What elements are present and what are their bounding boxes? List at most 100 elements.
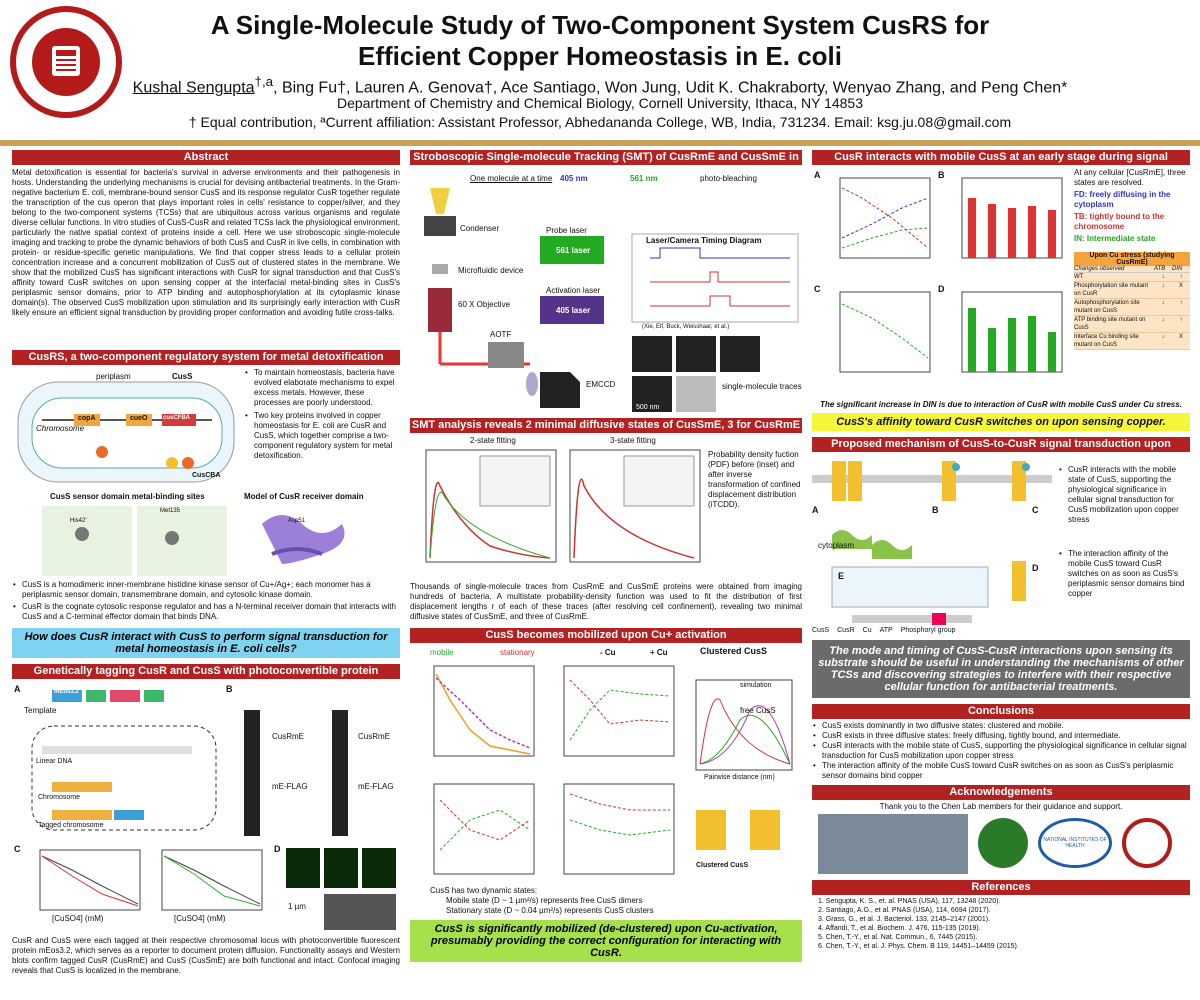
- tagging-heading: Genetically tagging CusR and CusS with p…: [12, 664, 400, 692]
- mech-panel-a: A: [812, 505, 819, 515]
- cusrs-bullet-4: CusR is the cognate cytosolic response r…: [12, 602, 400, 622]
- legend-cu: Cu: [862, 627, 872, 634]
- fit2-title: 2-state fitting: [470, 436, 516, 445]
- growth-xaxis-1: [CuSO4] (mM): [52, 914, 104, 923]
- linear-dna-label: Linear DNA: [36, 758, 73, 765]
- laser-405-box: 405 laser: [556, 306, 591, 315]
- panel-a-right: A: [814, 170, 821, 180]
- copa-gene-label: copA: [78, 415, 96, 422]
- pdf-note: Probability density fuction (PDF) before…: [708, 450, 801, 509]
- table-head-atb: ATB: [1154, 266, 1166, 272]
- residue-his42p: His42': [70, 518, 87, 524]
- ref-1: 1. Sengupta, K. S., et. al. PNAS (USA), …: [818, 898, 1001, 905]
- cueo-gene-label: cueO: [130, 415, 148, 422]
- confocal-image-1: [286, 848, 320, 888]
- microscope-diagram: [424, 188, 799, 412]
- interaction-plots: [839, 177, 1063, 373]
- header-divider: [0, 140, 1200, 146]
- conclusions-list: CusS exists dominantly in two diffusive …: [812, 721, 1190, 781]
- implications-callout: The mode and timing of CusS-CusR interac…: [812, 640, 1190, 698]
- table-cell-din: ↑: [1179, 317, 1183, 323]
- mobilization-heading: CusS becomes mobilized upon Cu+ activati…: [410, 628, 802, 643]
- nih-logo: NATIONAL INSTITUTES OF HEALTH: [1038, 818, 1112, 868]
- table-cell-atb: ↓: [1161, 274, 1165, 280]
- panel-b-label: B: [226, 684, 233, 694]
- cusrs-bullet-3: CusS is a homodimeric inner-membrane his…: [12, 580, 400, 600]
- legend-phosphoryl: Phosphoryl group: [900, 627, 956, 634]
- protein-structures: [42, 506, 345, 576]
- cell-diagram: [17, 381, 235, 483]
- laser-405-label: 405 nm: [560, 174, 588, 183]
- equal-contribution-note: † Equal contribution, ªCurrent affiliati…: [188, 114, 1012, 130]
- tagged-chromosome-label: Tagged chromosome: [38, 822, 104, 829]
- poster-header: A Single-Molecule Study of Two-Component…: [0, 0, 1200, 140]
- affiliation: Department of Chemistry and Chemical Bio…: [336, 95, 863, 111]
- tagging-caption: CusR and CusS were each tagged at their …: [12, 936, 400, 975]
- table-head-changes: Changes observed: [1074, 266, 1125, 272]
- table-row: ATP binding site mutant on CusS ↓ ↑: [1074, 316, 1190, 333]
- condenser-label: Condenser: [460, 224, 500, 233]
- pdf-histograms: [425, 449, 701, 563]
- panel-a-label: A: [14, 684, 21, 694]
- table-cell-atb: ↓: [1161, 334, 1165, 340]
- ref-4: 4. Affandi, T., et al. Biochem. J. 476, …: [818, 925, 981, 932]
- meos-label: mEos3.2: [54, 689, 79, 695]
- template-label: Template: [24, 706, 57, 715]
- conclusion-4: The interaction affinity of the mobile C…: [812, 761, 1190, 781]
- mech-panel-d: D: [1032, 563, 1039, 573]
- ack-text: Thank you to the Chen Lab members for th…: [879, 802, 1123, 811]
- table-header: Changes observed ATB DIN: [1074, 266, 1190, 273]
- legend-mobile: mobile: [430, 648, 454, 657]
- panel-c-right: C: [814, 284, 821, 294]
- table-cell-din: X: [1178, 283, 1183, 289]
- affinity-callout: CusS's affinity toward CusR switches on …: [812, 413, 1190, 431]
- ref-6: 6. Chen, T.-Y., et al. J. Phys. Chem. B …: [818, 943, 1019, 950]
- one-molecule-label: One molecule at a time: [470, 174, 553, 183]
- conclusion-2: CusR exists in three diffusive states: f…: [812, 731, 1190, 741]
- confocal-image-3: [362, 848, 396, 888]
- column-right: CusR interacts with mobile CusS at an ea…: [812, 150, 1190, 951]
- nih-text: NATIONAL INSTITUTES OF HEALTH: [1043, 837, 1107, 849]
- poster-title: A Single-Molecule Study of Two-Component…: [140, 10, 1060, 72]
- mobilization-conclusion: CusS is significantly mobilized (de-clus…: [410, 920, 802, 962]
- conclusion-1: CusS exists dominantly in two diffusive …: [812, 721, 1190, 731]
- title-line-2: Efficient Copper Homeostasis in E. coli: [358, 41, 842, 71]
- growth-confocal-panels: C [CuSO4] (mM) [CuSO4] (mM) D 1 µm: [12, 844, 400, 936]
- legend-cusr: CusR: [837, 627, 855, 634]
- confocal-image-4: [324, 894, 396, 930]
- activation-laser-label: Activation laser: [546, 286, 601, 295]
- legend-atp: ATP: [879, 627, 893, 634]
- periplasm-label: periplasm: [96, 372, 131, 381]
- legend-plus-cu: + Cu: [650, 648, 668, 657]
- cusrs-bullet-2: Two key proteins involved in copper home…: [244, 411, 400, 461]
- lab-group-photo: [818, 814, 968, 874]
- mech-panel-e: E: [838, 571, 845, 581]
- abstract-heading: Abstract: [12, 150, 400, 165]
- clustered-cuss-label: Clustered CusS: [696, 862, 749, 869]
- mobilization-figure: mobile stationary - Cu + Cu Clustered Cu…: [410, 646, 802, 886]
- scale-bar-label: 1 µm: [288, 902, 306, 911]
- recombination-diagram: [31, 690, 217, 831]
- table-cell-din: ↑: [1179, 274, 1183, 280]
- traces-label: single-molecule traces: [722, 382, 802, 391]
- states-intro: At any cellular [CusRmE], three states a…: [1074, 168, 1186, 187]
- ack-images: NATIONAL INSTITUTES OF HEALTH: [812, 814, 1190, 876]
- cornell-seal-logo: [10, 6, 122, 118]
- mech-panel-b: B: [932, 505, 939, 515]
- residue-met135: Met135: [160, 508, 181, 514]
- clustered-label: Clustered CusS: [700, 646, 768, 656]
- question-callout: How does CusR interact with CusS to perf…: [12, 628, 400, 658]
- mobile-state-item: Mobile state (D ~ 1 µm²/s) represents fr…: [446, 896, 643, 905]
- table-cell-atb: ↓: [1161, 300, 1165, 306]
- conclusion-3: CusR interacts with the mobile state of …: [812, 741, 1190, 761]
- scalebar-500nm: 500 nm: [636, 404, 660, 411]
- panel-d-label: D: [274, 844, 281, 854]
- pairwise-label: Pairwise distance (nm): [704, 774, 775, 781]
- table-head-din: DIN: [1172, 266, 1183, 272]
- sensor-domain-title: CusS sensor domain metal-binding sites: [50, 492, 205, 501]
- table-cell-change: WT: [1074, 274, 1084, 280]
- structure-panels: CusS sensor domain metal-binding sites M…: [12, 492, 400, 580]
- cuscba-label: CusCBA: [192, 472, 221, 479]
- mechanism-heading: Proposed mechanism of CusS-to-CusR signa…: [812, 437, 1190, 465]
- panel-b-right: B: [938, 170, 945, 180]
